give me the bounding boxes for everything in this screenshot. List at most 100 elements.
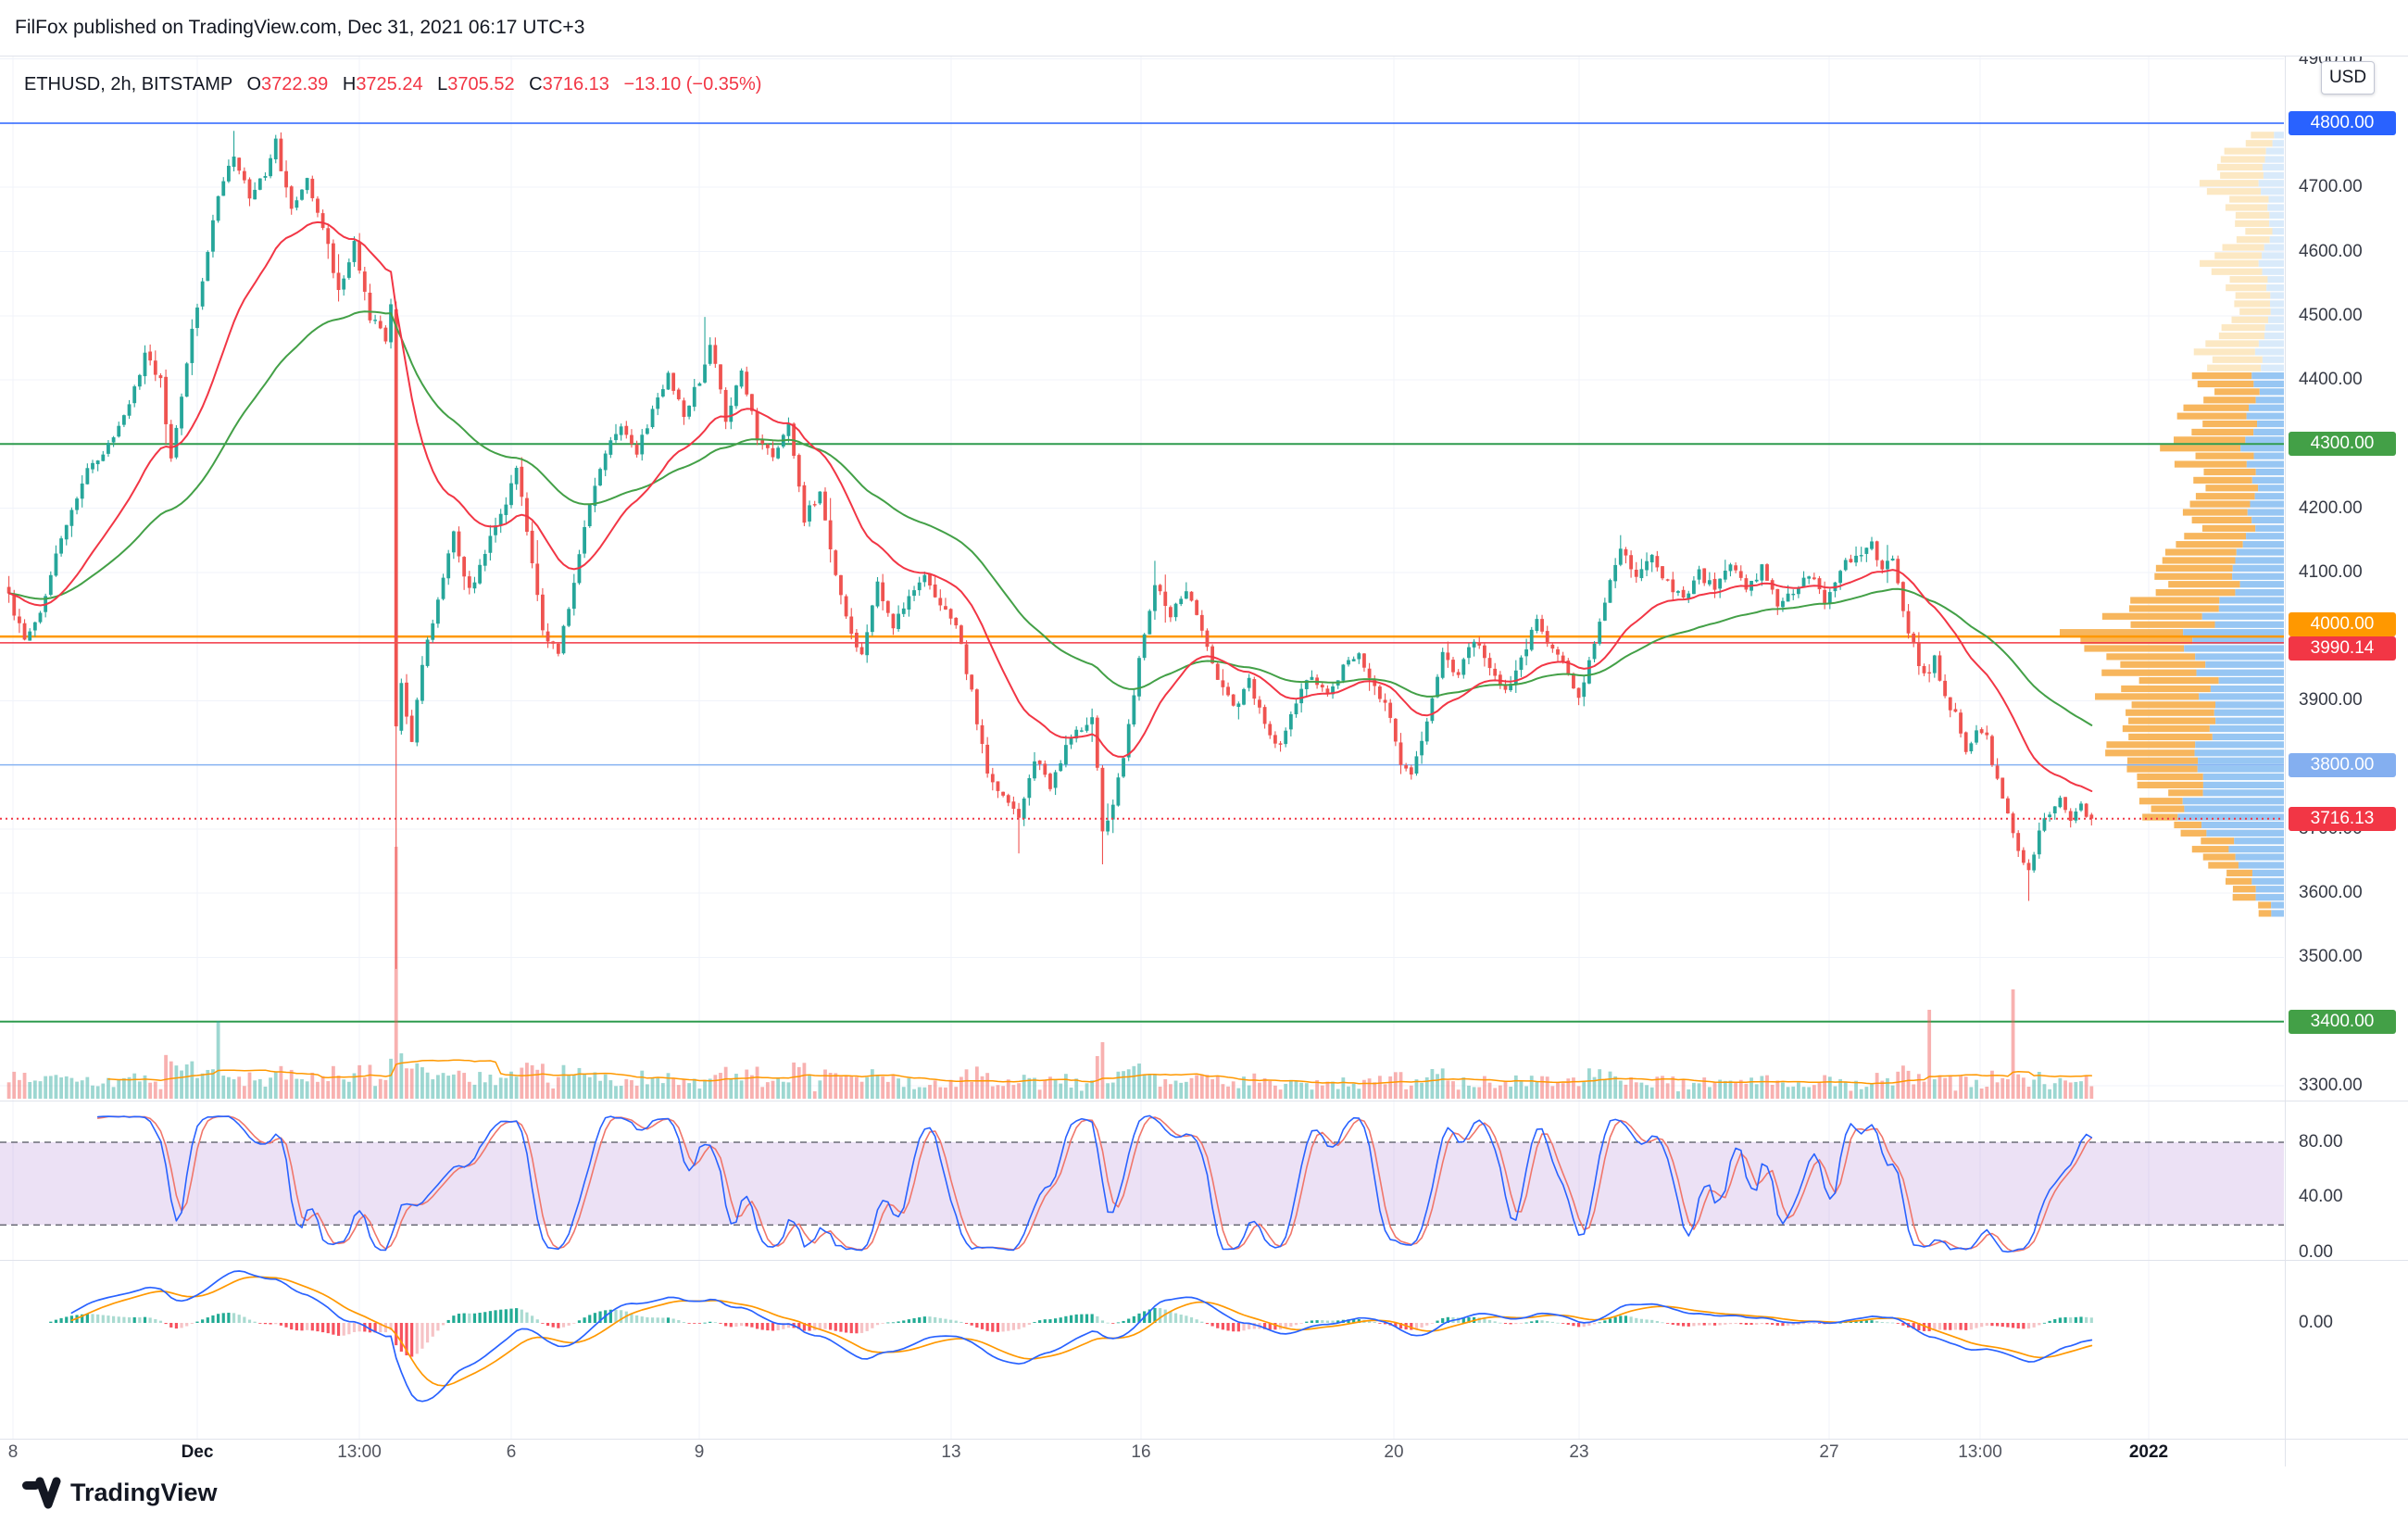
- volume-bar: [12, 1071, 17, 1099]
- volume-bar: [603, 1074, 608, 1099]
- volume-bar: [1932, 1079, 1937, 1099]
- volume-bar: [682, 1078, 686, 1099]
- candle: [571, 583, 576, 610]
- candle: [174, 427, 179, 458]
- macd-histogram-bar: [383, 1323, 387, 1333]
- macd-histogram-bar: [1556, 1322, 1560, 1324]
- candle: [232, 156, 236, 168]
- candle: [1424, 721, 1429, 742]
- volume-bar: [1718, 1079, 1723, 1099]
- candle: [1137, 658, 1141, 697]
- candle: [1886, 560, 1889, 570]
- candle: [708, 345, 712, 364]
- macd-histogram-bar: [1592, 1323, 1597, 1325]
- time-scale[interactable]: 8 Dec 13:00 6 9 13 16 20 23 27 13:00 2022: [0, 1440, 2408, 1466]
- ohlc-open-label: O: [246, 74, 261, 94]
- macd-histogram-bar: [227, 1313, 231, 1323]
- macd-histogram-bar: [1268, 1323, 1272, 1330]
- candle: [1153, 585, 1157, 611]
- volume-bar: [954, 1087, 959, 1099]
- volume-bar: [242, 1086, 246, 1099]
- candle: [462, 557, 467, 577]
- macd-histogram-bar: [608, 1309, 612, 1323]
- volume-bar: [729, 1078, 734, 1099]
- macd-histogram-bar: [488, 1311, 492, 1323]
- volume-profile-row: [2137, 781, 2203, 789]
- volume-bar: [164, 1054, 168, 1099]
- macd-histogram-bar: [1744, 1323, 1748, 1325]
- volume-bar: [660, 1083, 665, 1099]
- candle: [1090, 717, 1095, 724]
- macd-histogram-bar: [1566, 1323, 1570, 1325]
- volume-profile-row: [2128, 605, 2219, 612]
- volume-profile-row: [2105, 749, 2195, 757]
- candle: [95, 460, 100, 465]
- macd-signal-line: [70, 1276, 2093, 1387]
- volume-bar: [703, 1079, 707, 1099]
- candle: [342, 278, 346, 290]
- macd-histogram-bar: [697, 1323, 701, 1324]
- price-tick: 4700.00: [2299, 177, 2363, 197]
- macd-histogram-bar: [928, 1316, 932, 1323]
- volume-bar: [928, 1085, 932, 1099]
- volume-bar: [556, 1076, 560, 1099]
- macd-histogram-bar: [243, 1316, 246, 1323]
- candle: [2068, 811, 2073, 822]
- price-scale[interactable]: 4900.004800.004700.004600.004500.004400.…: [2286, 49, 2408, 1466]
- macd-histogram-bar: [1682, 1323, 1686, 1327]
- volume-bar: [85, 1076, 90, 1099]
- volume-bar: [1079, 1090, 1084, 1099]
- volume-bar: [1886, 1077, 1889, 1099]
- candle: [190, 328, 194, 363]
- volume-bar: [1090, 1080, 1095, 1099]
- macd-histogram-bar: [1933, 1323, 1937, 1330]
- volume-profile-row: [2131, 701, 2216, 709]
- volume-profile-row: [2258, 910, 2272, 917]
- indicator-tick: 40.00: [2299, 1187, 2343, 1206]
- volume-bar: [1870, 1083, 1874, 1099]
- volume-bar: [431, 1079, 435, 1099]
- macd-histogram-bar: [635, 1315, 639, 1323]
- volume-bar: [1022, 1075, 1026, 1099]
- time-label: 16: [1131, 1442, 1151, 1462]
- candle: [760, 439, 765, 444]
- symbol-title[interactable]: ETHUSD, 2h, BITSTAMP: [24, 74, 232, 94]
- candle: [697, 383, 702, 386]
- candle: [389, 304, 393, 343]
- macd-histogram-bar: [321, 1323, 325, 1333]
- volume-bar: [1896, 1071, 1900, 1099]
- volume-bar: [378, 1078, 383, 1099]
- macd-histogram-bar: [326, 1323, 330, 1334]
- candle: [1331, 686, 1335, 695]
- candle: [1095, 717, 1099, 768]
- volume-bar: [1765, 1075, 1769, 1099]
- macd-histogram-bar: [117, 1316, 120, 1323]
- macd-histogram-bar: [1467, 1316, 1471, 1323]
- currency-toggle-button[interactable]: USD: [2321, 61, 2375, 94]
- footer[interactable]: TradingView: [20, 1476, 218, 1509]
- candle: [2089, 814, 2094, 819]
- price-badge-3990.14: 3990.14: [2289, 636, 2396, 661]
- candle: [451, 531, 456, 553]
- macd-histogram-bar: [1577, 1323, 1581, 1328]
- volume-bar: [796, 1066, 801, 1099]
- macd-histogram-bar: [1702, 1323, 1706, 1326]
- candle: [295, 200, 299, 208]
- candle: [1059, 762, 1063, 772]
- symbol-legend[interactable]: ETHUSD, 2h, BITSTAMP O3722.39 H3725.24 L…: [24, 74, 761, 95]
- macd-histogram-bar: [65, 1316, 69, 1323]
- macd-histogram-bar: [1671, 1323, 1674, 1325]
- volume-profile-row: [2225, 204, 2268, 211]
- macd-histogram-bar: [709, 1321, 712, 1323]
- macd-histogram-bar: [405, 1323, 408, 1356]
- candle: [1231, 694, 1235, 706]
- macd-histogram-bar: [1922, 1323, 1926, 1331]
- volume-bar: [1436, 1074, 1439, 1099]
- time-label: 13:00: [337, 1442, 382, 1462]
- candle: [12, 593, 17, 616]
- macd-histogram-bar: [1755, 1323, 1759, 1325]
- macd-histogram-bar: [85, 1314, 89, 1323]
- volume-bar: [530, 1064, 534, 1099]
- volume-bar: [1750, 1077, 1753, 1099]
